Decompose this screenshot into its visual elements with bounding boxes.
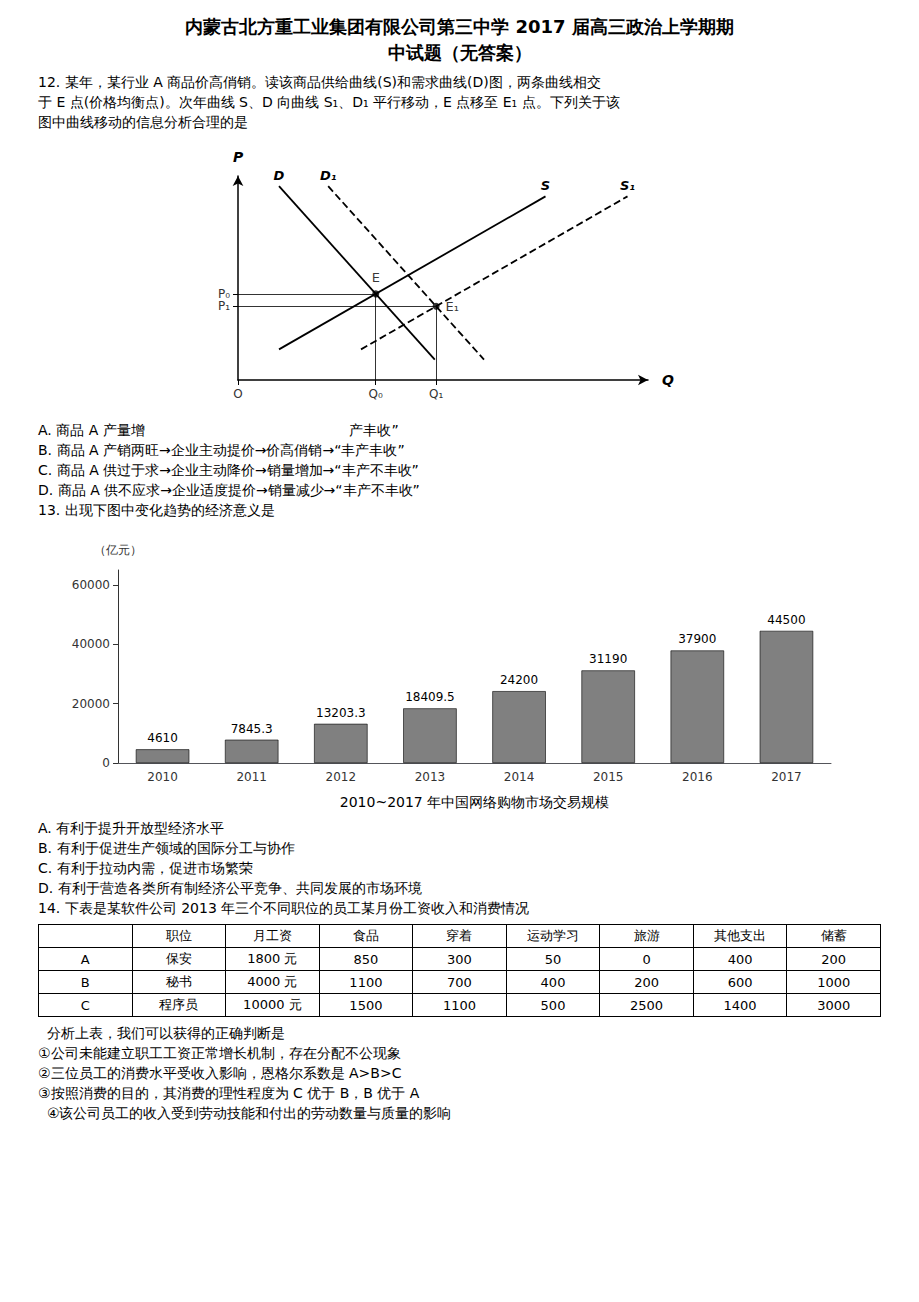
html-text:2500: 2500 [630, 997, 664, 1013]
html-text:300: 300 [447, 951, 472, 967]
html-text:1100: 1100 [349, 974, 383, 990]
html-text:50: 50 [544, 951, 562, 967]
html-text:A. 有利于提升开放型经济水平: A. 有利于提升开放型经济水平 [38, 820, 225, 836]
html-text:A. 商品 A 产量增 产丰收”: A. 商品 A 产量增 产丰收” [38, 422, 399, 438]
svg-text:0: 0 [102, 756, 110, 770]
svg-text:P: P [233, 149, 244, 165]
html-text:4000 元: 4000 元 [247, 974, 298, 989]
html-text:于 E 点(价格均衡点)。次年曲线 S、D 向曲线 S₁、D: 于 E 点(价格均衡点)。次年曲线 S、D 向曲线 S₁、D₁ 平行移动，E 点… [38, 94, 620, 110]
html-text:中试题（无答案）: 中试题（无答案） [387, 42, 532, 63]
html-text:3000: 3000 [817, 997, 851, 1013]
svg-text:2010: 2010 [147, 770, 178, 784]
svg-text:2013: 2013 [415, 770, 446, 784]
html-text:1500: 1500 [349, 997, 383, 1013]
html-text:D. 商品 A 供不应求→企业适度提价→销量减少→“丰产不丰: D. 商品 A 供不应求→企业适度提价→销量减少→“丰产不丰收” [38, 482, 420, 498]
svg-text:E: E [372, 270, 380, 285]
html-text:其他支出: 其他支出 [714, 928, 767, 943]
svg-text:4610: 4610 [147, 731, 178, 745]
html-text:保安: 保安 [165, 951, 192, 966]
svg-text:2015: 2015 [593, 770, 624, 784]
html-text:职位: 职位 [165, 928, 192, 943]
html-text:B: B [80, 974, 90, 990]
svg-text:40000: 40000 [72, 637, 110, 651]
svg-text:18409.5: 18409.5 [405, 690, 455, 704]
html-text:穿着: 穿着 [446, 928, 473, 943]
html-text:1100: 1100 [442, 997, 476, 1013]
svg-text:2014: 2014 [504, 770, 535, 784]
svg-text:2011: 2011 [236, 770, 267, 784]
html-text:D. 有利于营造各类所有制经济公平竞争、共同发展的市场环境: D. 有利于营造各类所有制经济公平竞争、共同发展的市场环境 [38, 880, 422, 896]
html-text:C. 有利于拉动内需，促进市场繁荣: C. 有利于拉动内需，促进市场繁荣 [38, 860, 253, 876]
svg-text:20000: 20000 [72, 697, 110, 711]
html-text:④该公司员工的收入受到劳动技能和付出的劳动数量与质量的影响: ④该公司员工的收入受到劳动技能和付出的劳动数量与质量的影响 [38, 1105, 452, 1121]
html-text:400: 400 [727, 951, 753, 967]
html-text:600: 600 [727, 974, 753, 990]
html-text:②三位员工的消费水平受收入影响，恩格尔系数是 A>B>C: ②三位员工的消费水平受收入影响，恩格尔系数是 A>B>C [38, 1065, 402, 1081]
svg-text:13203.3: 13203.3 [316, 706, 366, 720]
svg-text:31190: 31190 [589, 652, 627, 666]
svg-text:2012: 2012 [326, 770, 357, 784]
svg-text:P₁: P₁ [218, 299, 230, 313]
html-text:程序员: 程序员 [159, 997, 199, 1012]
svg-text:2016: 2016 [682, 770, 713, 784]
html-text:0: 0 [642, 951, 651, 967]
html-text:B. 商品 A 产销两旺→企业主动提价→价高俏销→“丰产丰收: B. 商品 A 产销两旺→企业主动提价→价高俏销→“丰产丰收” [38, 442, 405, 458]
html-text:C: C [80, 997, 90, 1013]
svg-text:2017: 2017 [771, 770, 802, 784]
svg-text:2010~2017 年中国网络购物市场交易规模: 2010~2017 年中国网络购物市场交易规模 [340, 794, 609, 810]
html-text:14. 下表是某软件公司 2013 年三个不同职位的员工某月: 14. 下表是某软件公司 2013 年三个不同职位的员工某月份工资收入和消费情况 [38, 900, 530, 916]
svg-text:Q₁: Q₁ [429, 387, 443, 401]
svg-text:7845.3: 7845.3 [231, 722, 273, 736]
html-text:内蒙古北方重工业集团有限公司第三中学 2017 届高三政治上: 内蒙古北方重工业集团有限公司第三中学 2017 届高三政治上学期期 [185, 16, 734, 37]
svg-text:Q: Q [662, 372, 674, 388]
html-text:400: 400 [540, 974, 566, 990]
html-text:B. 有利于促进生产领域的国际分工与协作: B. 有利于促进生产领域的国际分工与协作 [38, 840, 295, 856]
svg-text:Q₀: Q₀ [369, 387, 383, 401]
html-text:A: A [80, 951, 90, 967]
html-text:①公司未能建立职工工资正常增长机制，存在分配不公现象: ①公司未能建立职工工资正常增长机制，存在分配不公现象 [38, 1045, 401, 1061]
svg-text:60000: 60000 [72, 578, 110, 592]
html-text:200: 200 [634, 974, 659, 990]
html-text:分析上表，我们可以获得的正确判断是: 分析上表，我们可以获得的正确判断是 [38, 1025, 285, 1041]
svg-text:37900: 37900 [678, 632, 716, 646]
html-text:13. 出现下图中变化趋势的经济意义是: 13. 出现下图中变化趋势的经济意义是 [38, 502, 275, 518]
html-text:12. 某年，某行业 A 商品价高俏销。读该商品供给曲线(S: 12. 某年，某行业 A 商品价高俏销。读该商品供给曲线(S)和需求曲线(D)图… [38, 74, 601, 90]
html-text:10000 元: 10000 元 [243, 997, 302, 1012]
svg-text:D: D [274, 168, 285, 183]
html-text:月工资: 月工资 [252, 928, 292, 943]
svg-text:D₁: D₁ [320, 168, 337, 183]
html-text:500: 500 [540, 997, 566, 1013]
html-text:运动学习: 运动学习 [527, 928, 579, 943]
html-text:1000: 1000 [817, 974, 851, 990]
html-text:850: 850 [353, 951, 379, 967]
svg-text:（亿元）: （亿元） [94, 543, 142, 557]
svg-text:44500: 44500 [767, 613, 805, 627]
svg-text:O: O [233, 387, 242, 401]
html-text:③按照消费的目的，其消费的理性程度为 C 优于 B，B 优于: ③按照消费的目的，其消费的理性程度为 C 优于 B，B 优于 A [38, 1085, 420, 1101]
html-text:储蓄: 储蓄 [820, 928, 847, 943]
html-text:图中曲线移动的信息分析合理的是: 图中曲线移动的信息分析合理的是 [38, 114, 248, 130]
html-text:秘书: 秘书 [165, 974, 192, 989]
svg-text:P₀: P₀ [218, 286, 230, 301]
html-text:食品: 食品 [352, 928, 379, 943]
svg-text:E₁: E₁ [446, 299, 459, 314]
html-text:700: 700 [447, 974, 472, 990]
html-text:1400: 1400 [723, 997, 757, 1013]
svg-text:S: S [541, 178, 550, 193]
html-text:旅游: 旅游 [633, 928, 660, 943]
svg-text:S₁: S₁ [620, 178, 635, 193]
html-text:200: 200 [821, 951, 847, 967]
html-text:1800 元: 1800 元 [247, 951, 298, 966]
html-text:C. 商品 A 供过于求→企业主动降价→销量增加→“丰产不丰: C. 商品 A 供过于求→企业主动降价→销量增加→“丰产不丰收” [38, 462, 419, 478]
svg-text:24200: 24200 [500, 673, 538, 687]
